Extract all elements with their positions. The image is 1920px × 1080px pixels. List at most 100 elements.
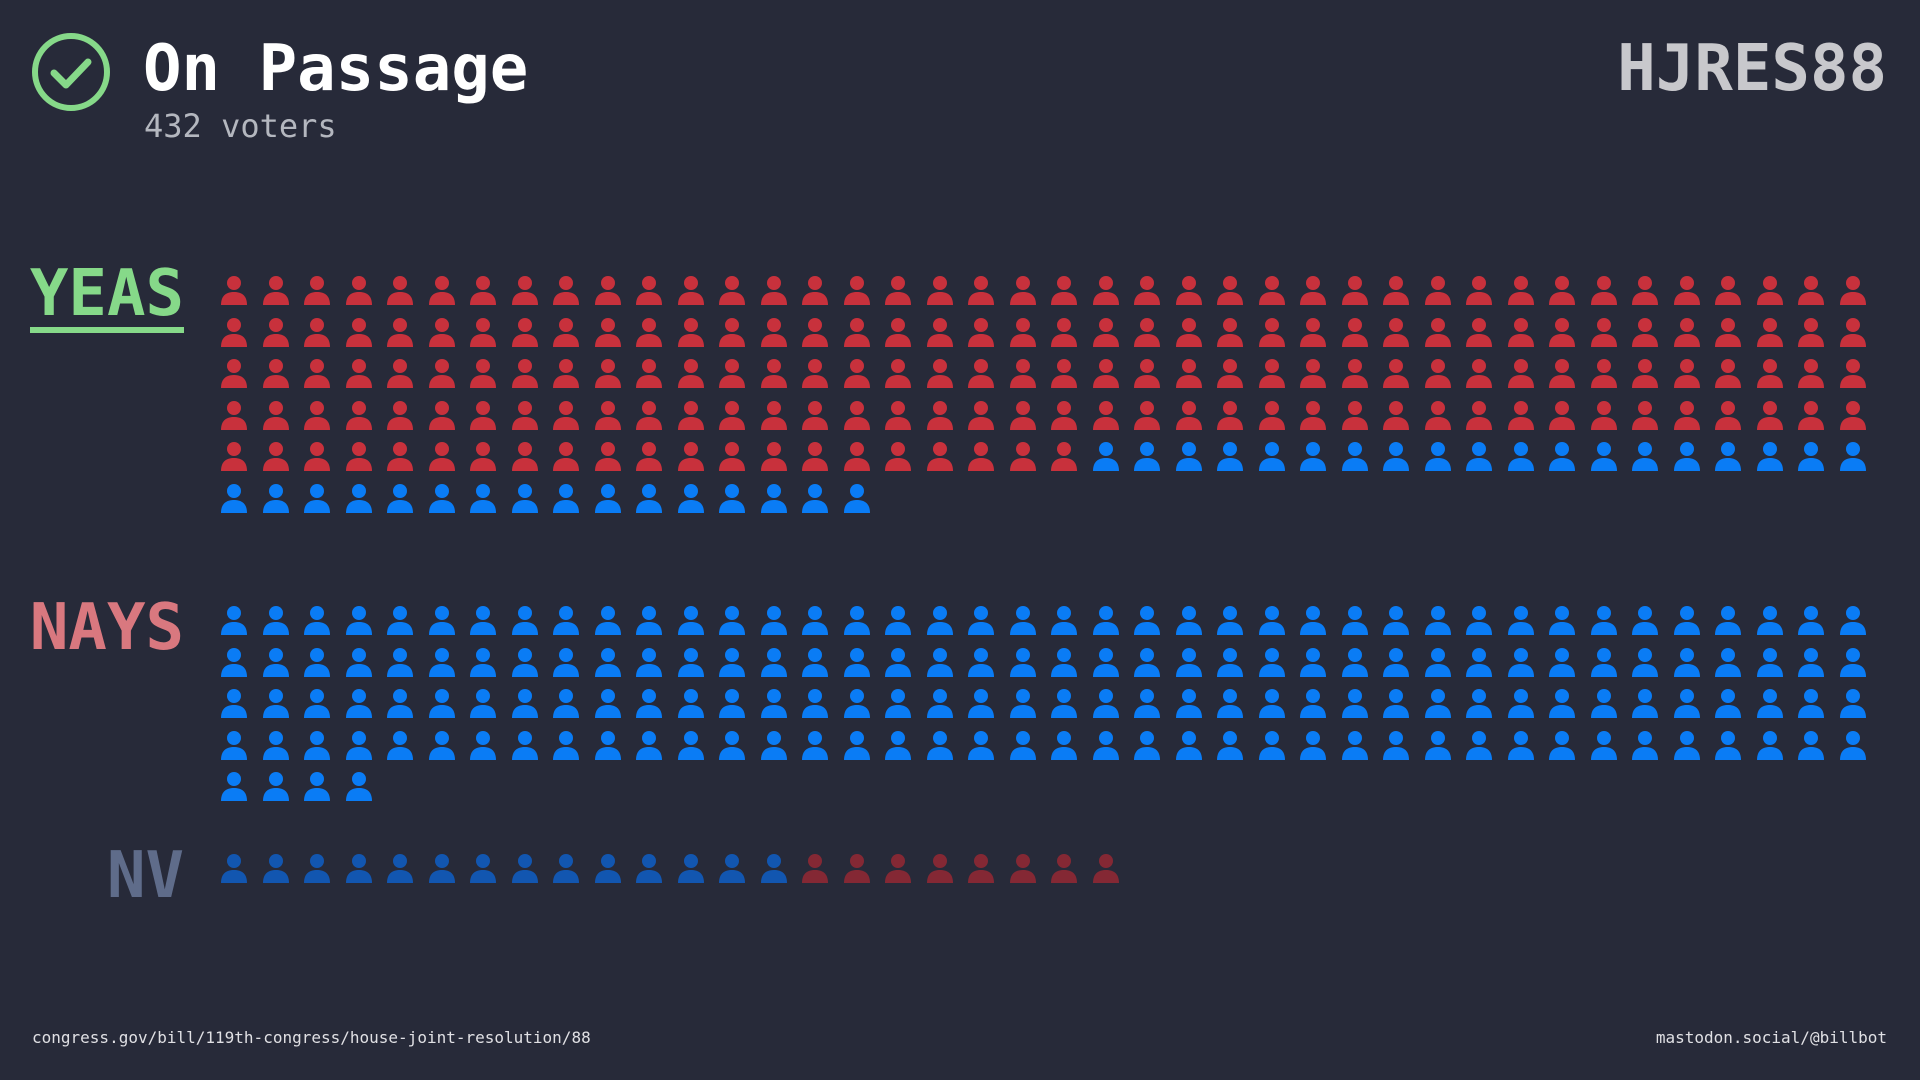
voter-red-person-icon [1506, 275, 1536, 305]
voter-blue-person-icon [1589, 647, 1619, 677]
voter-red-person-icon [1008, 358, 1038, 388]
voter-red-person-icon [1630, 400, 1660, 430]
voter-blue-person-icon [1257, 730, 1287, 760]
voter-blue-person-icon [593, 853, 623, 883]
voter-blue-person-icon [1547, 605, 1577, 635]
voter-red-person-icon [1381, 358, 1411, 388]
voter-blue-person-icon [883, 730, 913, 760]
voter-blue-person-icon [842, 647, 872, 677]
voter-red-person-icon [759, 441, 789, 471]
voter-blue-person-icon [510, 730, 540, 760]
voter-blue-person-icon [1174, 730, 1204, 760]
voter-red-person-icon [883, 317, 913, 347]
voter-red-person-icon [261, 317, 291, 347]
voter-red-person-icon [1132, 317, 1162, 347]
voter-blue-person-icon [966, 647, 996, 677]
voter-blue-person-icon [1506, 605, 1536, 635]
voter-red-person-icon [1132, 275, 1162, 305]
voter-blue-person-icon [302, 853, 332, 883]
voter-blue-person-icon [1589, 730, 1619, 760]
voter-red-person-icon [634, 441, 664, 471]
voter-red-person-icon [302, 317, 332, 347]
voter-blue-person-icon [302, 605, 332, 635]
voter-red-person-icon [1464, 317, 1494, 347]
voter-blue-person-icon [1423, 688, 1453, 718]
voter-blue-person-icon [593, 647, 623, 677]
voter-blue-person-icon [1589, 441, 1619, 471]
voter-red-person-icon [1713, 400, 1743, 430]
voter-blue-person-icon [1381, 605, 1411, 635]
voter-blue-person-icon [634, 688, 664, 718]
voter-red-person-icon [1464, 275, 1494, 305]
voter-blue-person-icon [1630, 688, 1660, 718]
voter-red-person-icon [842, 275, 872, 305]
voter-blue-person-icon [468, 647, 498, 677]
voter-blue-person-icon [1132, 647, 1162, 677]
voter-red-person-icon [1008, 853, 1038, 883]
voter-red-person-icon [1340, 400, 1370, 430]
voter-red-person-icon [427, 400, 457, 430]
voter-red-person-icon [717, 358, 747, 388]
voter-blue-person-icon [1132, 605, 1162, 635]
voter-red-person-icon [1589, 358, 1619, 388]
voter-blue-person-icon [427, 688, 457, 718]
voter-red-person-icon [800, 400, 830, 430]
voter-blue-person-icon [966, 688, 996, 718]
voter-red-person-icon [1796, 275, 1826, 305]
voter-blue-person-icon [302, 771, 332, 801]
voter-blue-person-icon [1423, 647, 1453, 677]
voter-red-person-icon [219, 275, 249, 305]
voter-blue-person-icon [1672, 730, 1702, 760]
voter-blue-person-icon [1423, 605, 1453, 635]
voter-blue-person-icon [717, 483, 747, 513]
voter-blue-person-icon [551, 853, 581, 883]
voter-red-person-icon [1008, 317, 1038, 347]
voter-blue-person-icon [1755, 647, 1785, 677]
voter-red-person-icon [842, 400, 872, 430]
voter-blue-person-icon [800, 688, 830, 718]
voter-blue-person-icon [1381, 441, 1411, 471]
credit-handle[interactable]: mastodon.social/@billbot [1655, 1028, 1887, 1047]
voter-red-person-icon [1091, 358, 1121, 388]
voter-blue-person-icon [676, 688, 706, 718]
voter-red-person-icon [1506, 400, 1536, 430]
voter-blue-person-icon [1755, 605, 1785, 635]
voter-red-person-icon [1506, 317, 1536, 347]
voter-red-person-icon [966, 317, 996, 347]
voter-red-person-icon [1091, 400, 1121, 430]
voter-red-person-icon [385, 441, 415, 471]
voter-blue-person-icon [468, 853, 498, 883]
voter-red-person-icon [1257, 317, 1287, 347]
voter-red-person-icon [800, 317, 830, 347]
voter-red-person-icon [1215, 317, 1245, 347]
vote-title: On Passage [143, 32, 529, 106]
voter-red-person-icon [427, 275, 457, 305]
voter-blue-person-icon [1713, 647, 1743, 677]
source-link[interactable]: congress.gov/bill/119th-congress/house-j… [32, 1028, 591, 1047]
voter-red-person-icon [1008, 441, 1038, 471]
voter-blue-person-icon [1838, 605, 1868, 635]
voter-red-person-icon [925, 317, 955, 347]
voter-blue-person-icon [676, 730, 706, 760]
voter-red-person-icon [551, 358, 581, 388]
voter-red-person-icon [1174, 358, 1204, 388]
voter-red-person-icon [261, 400, 291, 430]
voter-blue-person-icon [219, 853, 249, 883]
voter-red-person-icon [427, 441, 457, 471]
voter-red-person-icon [1755, 358, 1785, 388]
voter-red-person-icon [1381, 275, 1411, 305]
voter-red-person-icon [385, 317, 415, 347]
voter-blue-person-icon [551, 483, 581, 513]
voter-red-person-icon [344, 400, 374, 430]
voter-red-person-icon [925, 358, 955, 388]
voter-blue-person-icon [925, 605, 955, 635]
voter-red-person-icon [219, 317, 249, 347]
voter-red-person-icon [1340, 317, 1370, 347]
voter-blue-person-icon [1049, 647, 1079, 677]
voter-red-person-icon [1340, 358, 1370, 388]
voter-blue-person-icon [717, 730, 747, 760]
voter-red-person-icon [842, 317, 872, 347]
voter-blue-person-icon [510, 483, 540, 513]
voter-count: 432 voters [144, 107, 337, 145]
voter-blue-person-icon [1215, 688, 1245, 718]
